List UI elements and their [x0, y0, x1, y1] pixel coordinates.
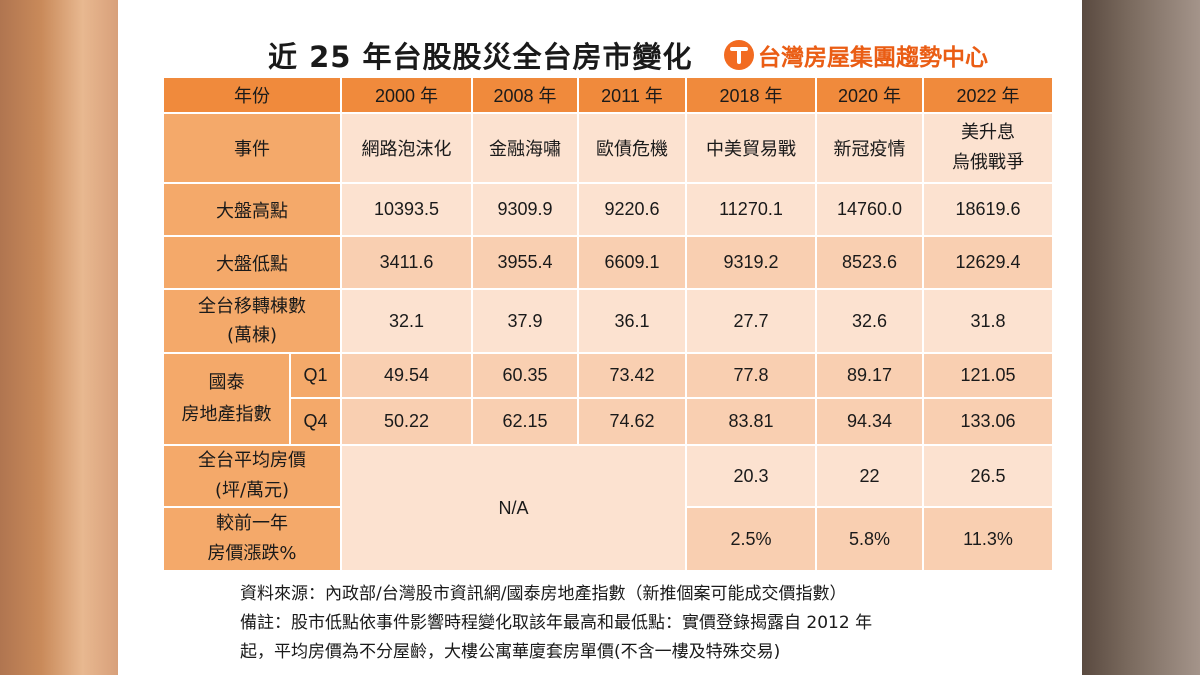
- q4-cell: 94.34: [815, 397, 924, 446]
- data-table: 年份 2000 年 2008 年 2011 年 2018 年 2020 年 20…: [162, 76, 1054, 572]
- q4-cell: 74.62: [577, 397, 687, 446]
- label-transfer: 全台移轉棟數 (萬棟): [162, 288, 342, 354]
- year-cell: 2000 年: [340, 76, 473, 114]
- transfer-cell: 36.1: [577, 288, 687, 354]
- avg-price-cell: 26.5: [922, 444, 1054, 508]
- row-event: 事件 網路泡沫化 金融海嘯 歐債危機 中美貿易戰 新冠疫情 美升息 烏俄戰爭: [162, 112, 1054, 184]
- low-cell: 12629.4: [922, 235, 1054, 290]
- q1-cell: 121.05: [922, 352, 1054, 399]
- source-note: 資料來源：內政部/台灣股市資訊網/國泰房地產指數（新推個案可能成交價指數）: [240, 584, 847, 604]
- change-cell: 11.3%: [922, 506, 1054, 572]
- event-cell: 網路泡沫化: [340, 112, 473, 184]
- transfer-cell: 31.8: [922, 288, 1054, 354]
- transfer-cell: 27.7: [685, 288, 817, 354]
- avg-price-cell: 22: [815, 444, 924, 508]
- q1-cell: 77.8: [685, 352, 817, 399]
- high-cell: 14760.0: [815, 182, 924, 237]
- high-cell: 9309.9: [471, 182, 579, 237]
- label-avg-price: 全台平均房價 (坪/萬元): [162, 444, 342, 508]
- transfer-cell: 37.9: [471, 288, 579, 354]
- high-cell: 9220.6: [577, 182, 687, 237]
- q1-cell: 49.54: [340, 352, 473, 399]
- q4-cell: 83.81: [685, 397, 817, 446]
- transfer-cell: 32.1: [340, 288, 473, 354]
- year-cell: 2018 年: [685, 76, 817, 114]
- change-cell: 5.8%: [815, 506, 924, 572]
- brand-logo-icon: [724, 40, 754, 70]
- row-avg-price: 全台平均房價 (坪/萬元) N/A 20.3 22 26.5: [162, 444, 1054, 572]
- left-blur-background: [0, 0, 118, 675]
- low-cell: 8523.6: [815, 235, 924, 290]
- year-cell: 2022 年: [922, 76, 1054, 114]
- label-low: 大盤低點: [162, 235, 342, 290]
- low-cell: 3955.4: [471, 235, 579, 290]
- event-cell: 美升息 烏俄戰爭: [922, 112, 1054, 184]
- label-event: 事件: [162, 112, 342, 184]
- brand-name: 台灣房屋集團趨勢中心: [758, 45, 988, 71]
- change-cell: 2.5%: [685, 506, 817, 572]
- row-change: 較前一年 房價漲跌% 2.5% 5.8% 11.3%: [162, 506, 1054, 572]
- high-cell: 11270.1: [685, 182, 817, 237]
- label-index: 國泰 房地產指數: [162, 352, 291, 446]
- label-change: 較前一年 房價漲跌%: [162, 506, 342, 572]
- transfer-cell: 32.6: [815, 288, 924, 354]
- q1-cell: 89.17: [815, 352, 924, 399]
- remark-note-1: 備註：股市低點依事件影響時程變化取該年最高和最低點：實價登錄揭露自 2012 年: [240, 613, 873, 633]
- label-high: 大盤高點: [162, 182, 342, 237]
- brand: 台灣房屋集團趨勢中心: [724, 38, 988, 72]
- na-cell: N/A: [340, 444, 687, 572]
- row-high: 大盤高點 10393.5 9309.9 9220.6 11270.1 14760…: [162, 182, 1054, 237]
- page-title: 近 25 年台股股災全台房市變化: [268, 40, 693, 74]
- high-cell: 10393.5: [340, 182, 473, 237]
- avg-price-cell: 20.3: [685, 444, 817, 508]
- high-cell: 18619.6: [922, 182, 1054, 237]
- footnotes: 資料來源：內政部/台灣股市資訊網/國泰房地產指數（新推個案可能成交價指數） 備註…: [240, 580, 872, 667]
- low-cell: 6609.1: [577, 235, 687, 290]
- event-cell: 中美貿易戰: [685, 112, 817, 184]
- year-cell: 2020 年: [815, 76, 924, 114]
- right-blur-background: [1082, 0, 1200, 675]
- row-year: 年份 2000 年 2008 年 2011 年 2018 年 2020 年 20…: [162, 76, 1054, 114]
- label-q1: Q1: [289, 352, 342, 399]
- row-transfer: 全台移轉棟數 (萬棟) 32.1 37.9 36.1 27.7 32.6 31.…: [162, 288, 1054, 354]
- q1-cell: 60.35: [471, 352, 579, 399]
- event-cell: 新冠疫情: [815, 112, 924, 184]
- event-cell: 金融海嘯: [471, 112, 579, 184]
- q4-cell: 50.22: [340, 397, 473, 446]
- event-cell: 歐債危機: [577, 112, 687, 184]
- row-q4: Q4 50.22 62.15 74.62 83.81 94.34 133.06: [163, 397, 1054, 446]
- label-year: 年份: [162, 76, 342, 114]
- low-cell: 3411.6: [340, 235, 473, 290]
- row-low: 大盤低點 3411.6 3955.4 6609.1 9319.2 8523.6 …: [162, 235, 1054, 290]
- q4-cell: 62.15: [471, 397, 579, 446]
- label-q4: Q4: [289, 397, 342, 446]
- low-cell: 9319.2: [685, 235, 817, 290]
- year-cell: 2011 年: [577, 76, 687, 114]
- remark-note-2: 起，平均房價為不分屋齡，大樓公寓華廈套房單價(不含一樓及特殊交易): [240, 642, 781, 662]
- row-q1: 國泰 房地產指數 Q1 49.54 60.35 73.42 77.8 89.17…: [162, 352, 1054, 446]
- q4-cell: 133.06: [922, 397, 1054, 446]
- q1-cell: 73.42: [577, 352, 687, 399]
- year-cell: 2008 年: [471, 76, 579, 114]
